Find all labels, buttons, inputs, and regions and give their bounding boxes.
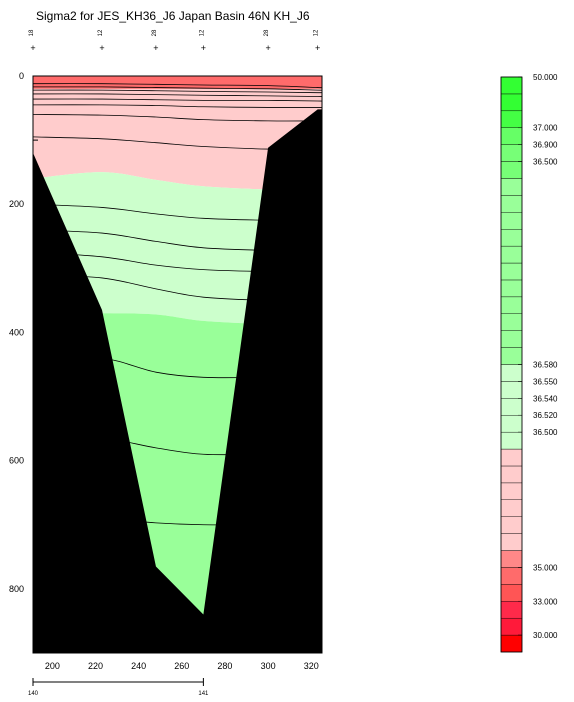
plot-area — [32, 75, 323, 654]
colorbar-cell — [500, 127, 523, 145]
colorbar-label: 36.520 — [533, 411, 558, 420]
colorbar-cell — [500, 296, 523, 314]
region-upper-layer — [33, 88, 322, 190]
colorbar-label: 37.000 — [533, 124, 558, 133]
colorbar-cell — [500, 364, 523, 382]
x-tick-label: 300 — [261, 661, 276, 671]
x-axis: 200 220 240 260 280 300 320 — [41, 647, 319, 671]
x-tick-label: 260 — [174, 661, 189, 671]
y-axis-right — [317, 75, 322, 654]
colorbar-cell — [500, 465, 523, 484]
colorbar-cell — [500, 634, 523, 653]
station-marker: + — [30, 43, 35, 53]
station-marker: + — [315, 43, 320, 53]
colorbar-label: 35.000 — [533, 563, 558, 572]
station-marker: + — [201, 43, 206, 53]
colorbar-cell — [500, 601, 523, 619]
colorbar-cell — [500, 347, 523, 365]
colorbar-cell — [500, 550, 523, 568]
y-tick-label: 400 — [9, 327, 24, 337]
lon-tick-label: 141 — [198, 691, 209, 697]
colorbar-cell — [500, 245, 523, 264]
colorbar-label: 36.580 — [533, 361, 558, 370]
colorbar-cell — [500, 584, 523, 602]
colorbar-cell — [500, 110, 523, 128]
y-tick-label: 0 — [19, 71, 24, 81]
contour-line-3 — [33, 93, 322, 97]
contour-line-2 — [33, 89, 322, 94]
contour-line-1 — [33, 86, 322, 91]
colorbar-cell — [500, 398, 523, 416]
colorbar-label: 36.540 — [533, 394, 558, 403]
colorbar-label: 36.900 — [533, 141, 558, 150]
seafloor-mask — [33, 109, 322, 653]
colorbar-cell — [500, 415, 523, 433]
station-marker: + — [153, 43, 158, 53]
station-label: 18 — [29, 29, 35, 36]
lon-tick-label: 140 — [28, 691, 39, 697]
colorbar-cell — [500, 482, 523, 500]
colorbar-cell — [500, 381, 523, 399]
colorbar-cell — [500, 229, 523, 247]
y-tick-label: 600 — [9, 456, 24, 466]
colorbar-cell — [500, 567, 523, 585]
colorbar-label: 36.500 — [533, 158, 558, 167]
x-tick-label: 200 — [45, 661, 60, 671]
colorbar-cell — [500, 617, 523, 636]
colorbar-label: 36.550 — [533, 377, 558, 386]
colorbar-cell — [500, 178, 523, 196]
colorbar-cell — [500, 313, 523, 331]
colorbar-label: 36.500 — [533, 428, 558, 437]
colorbar-cell — [500, 431, 523, 450]
x-tick-label: 280 — [217, 661, 232, 671]
colorbar-cell — [500, 533, 523, 551]
colorbar-cell — [500, 448, 523, 467]
chart-title: Sigma2 for JES_KH36_J6 Japan Basin 46N K… — [36, 9, 310, 23]
colorbar-cell — [500, 76, 523, 95]
colorbar-cell — [500, 499, 523, 517]
y-tick-label: 200 — [9, 199, 24, 209]
station-label: 28 — [152, 29, 158, 36]
colorbar-cell — [500, 330, 523, 348]
colorbar-cell — [500, 93, 523, 112]
contour-line-5 — [33, 104, 322, 108]
colorbar-label: 50.000 — [533, 73, 558, 82]
colorbar-cell — [500, 161, 523, 179]
colorbar-cell — [500, 516, 523, 534]
colorbar-label: 33.000 — [533, 597, 558, 606]
station-label: 12 — [98, 29, 104, 36]
colorbar-cell — [500, 144, 523, 162]
colorbar-cell — [500, 195, 523, 213]
contour-line-4 — [33, 98, 322, 102]
y-tick-label: 800 — [9, 584, 24, 594]
y-axis-left: 0 200 400 600 800 — [9, 71, 38, 654]
station-label: 12 — [314, 29, 320, 36]
station-label: 12 — [199, 29, 205, 36]
contour-line-0 — [33, 83, 322, 89]
station-markers: 18 +12 +28 +12 +28 +12 + — [29, 29, 320, 53]
colorbar-label: 30.000 — [533, 631, 558, 640]
colorbar-cell — [500, 279, 523, 298]
station-marker: + — [265, 43, 270, 53]
x-tick-label: 240 — [131, 661, 146, 671]
colorbar-cell — [500, 212, 523, 230]
x-tick-label: 320 — [304, 661, 319, 671]
station-marker: + — [99, 43, 104, 53]
plot-frame — [32, 75, 323, 654]
x-tick-label: 220 — [88, 661, 103, 671]
longitude-axis: 140 141 — [28, 678, 209, 697]
colorbar: 30.000 33.000 35.000 36.500 36.520 36.540 36.5… — [500, 73, 558, 653]
station-label: 28 — [264, 29, 270, 36]
colorbar-cell — [500, 262, 523, 281]
